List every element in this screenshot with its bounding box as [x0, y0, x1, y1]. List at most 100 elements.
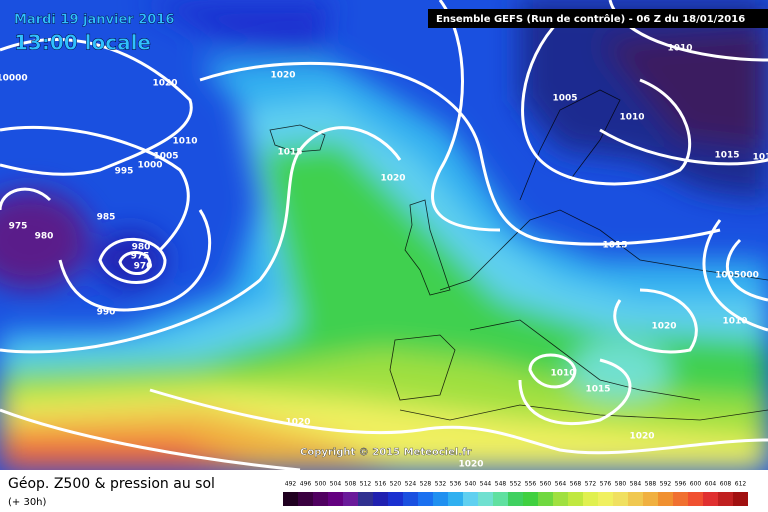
colorbar-label: 500	[315, 481, 327, 488]
colorbar-swatch	[373, 492, 388, 506]
colorbar-label: 576	[600, 481, 612, 488]
isobar-label: 1015	[602, 241, 627, 251]
colorbar-swatch	[403, 492, 418, 506]
isobar-label: 1020	[270, 71, 295, 81]
isobar-label: 1005	[552, 94, 577, 104]
colorbar: 492 496 500 504 508 512 516 520 524 528 532 536 540 5…	[283, 481, 748, 506]
isobar-label: 980	[132, 243, 151, 253]
colorbar-swatch	[448, 492, 463, 506]
isobar-label: 1015	[277, 148, 302, 158]
colorbar-label: 552	[510, 481, 522, 488]
isobar-label: 1010	[667, 44, 692, 54]
colorbar-swatch	[583, 492, 598, 506]
colorbar-swatch	[688, 492, 703, 506]
colorbar-label: 580	[615, 481, 627, 488]
colorbar-swatch	[358, 492, 373, 506]
colorbar-label: 608	[720, 481, 732, 488]
colorbar-label: 556	[525, 481, 537, 488]
local-time: 13:00 locale	[14, 31, 151, 55]
colorbar-swatch	[478, 492, 493, 506]
colorbar-label: 532	[435, 481, 447, 488]
colorbar-label: 572	[585, 481, 597, 488]
run-box	[428, 9, 768, 28]
colorbar-swatch	[493, 492, 508, 506]
colorbar-swatch	[328, 492, 343, 506]
isobar-label: 10000	[0, 74, 28, 84]
copyright: Copyright © 2015 Meteociel.fr	[300, 447, 471, 458]
isobar-label: 975	[9, 222, 28, 232]
isobar-label: 1010	[550, 369, 575, 379]
isobar-label: 990	[97, 308, 116, 318]
isobar-label: 1010	[172, 137, 197, 147]
colorbar-label: 492	[285, 481, 297, 488]
colorbar-label: 540	[465, 481, 477, 488]
colorbar-swatch	[613, 492, 628, 506]
colorbar-swatch	[733, 492, 748, 506]
colorbar-swatch	[538, 492, 553, 506]
colorbar-swatch	[523, 492, 538, 506]
isobar-label: 1005	[153, 152, 178, 162]
isobar-label: 1020	[629, 432, 654, 442]
colorbar-label: 524	[405, 481, 417, 488]
isobar-label: 1000	[137, 161, 162, 171]
colorbar-label: 496	[300, 481, 312, 488]
coastlines	[269, 89, 768, 421]
colorbar-label: 508	[345, 481, 357, 488]
colorbar-label: 536	[450, 481, 462, 488]
colorbar-label: 604	[705, 481, 717, 488]
isobar-label: 985	[97, 213, 116, 223]
colorbar-label: 596	[675, 481, 687, 488]
colorbar-swatch	[553, 492, 568, 506]
colorbar-label: 588	[645, 481, 657, 488]
colorbar-label: 600	[690, 481, 702, 488]
field: 10000 1020 1020 1010 1005 1010 1015 101 1010 1005…	[0, 0, 768, 470]
isobar-label: 1005000	[715, 271, 759, 281]
colorbar-swatch	[313, 492, 328, 506]
colorbar-swatch	[463, 492, 478, 506]
isobar-label: 1020	[651, 322, 676, 332]
colorbar-label: 516	[375, 481, 387, 488]
footer-title: Géop. Z500 & pression au sol	[8, 476, 215, 492]
isobar-label: 980	[35, 232, 54, 242]
isobar-label: 1015	[585, 385, 610, 395]
colorbar-label: 548	[495, 481, 507, 488]
colorbar-swatch	[283, 492, 298, 506]
date: Mardi 19 janvier 2016	[14, 13, 174, 28]
colorbar-label: 520	[390, 481, 402, 488]
isobar-label: 1020	[285, 418, 310, 428]
colorbar-swatch	[628, 492, 643, 506]
colorbar-label: 560	[540, 481, 552, 488]
isobar-label: 1020	[380, 174, 405, 184]
colorbar-swatch	[568, 492, 583, 506]
isobar-label: 995	[115, 167, 134, 177]
isobar-label: 1010	[722, 317, 747, 327]
colorbar-swatch	[658, 492, 673, 506]
isobar-label: 101	[753, 153, 768, 163]
isobar-label: 1020	[152, 79, 177, 89]
colorbar-swatch	[388, 492, 403, 506]
colorbar-swatch	[598, 492, 613, 506]
colorbar-swatch	[643, 492, 658, 506]
colorbar-label: 528	[420, 481, 432, 488]
isobar-labels: 10000 1020 1020 1010 1005 1010 1015 101 1010 1005…	[0, 44, 768, 470]
colorbar-swatch	[418, 492, 433, 506]
colorbar-label: 612	[735, 481, 747, 488]
colorbar-label: 504	[330, 481, 342, 488]
colorbar-swatch	[718, 492, 733, 506]
run-info: Ensemble GEFS (Run de contrôle) - 06 Z d…	[436, 13, 745, 25]
colorbar-label: 512	[360, 481, 372, 488]
isobar-label: 1020	[458, 460, 483, 470]
isobars	[0, 0, 768, 470]
isobar-label: 1015	[714, 151, 739, 161]
isobar-label: 970	[134, 262, 153, 272]
colorbar-label: 564	[555, 481, 567, 488]
colorbar-swatch	[343, 492, 358, 506]
colorbar-label: 544	[480, 481, 492, 488]
footer-lead: (+ 30h)	[8, 497, 47, 508]
colorbar-swatch	[298, 492, 313, 506]
colorbar-label: 592	[660, 481, 672, 488]
colorbar-label: 568	[570, 481, 582, 488]
colorbar-swatch	[703, 492, 718, 506]
isobar-label: 1010	[619, 113, 644, 123]
